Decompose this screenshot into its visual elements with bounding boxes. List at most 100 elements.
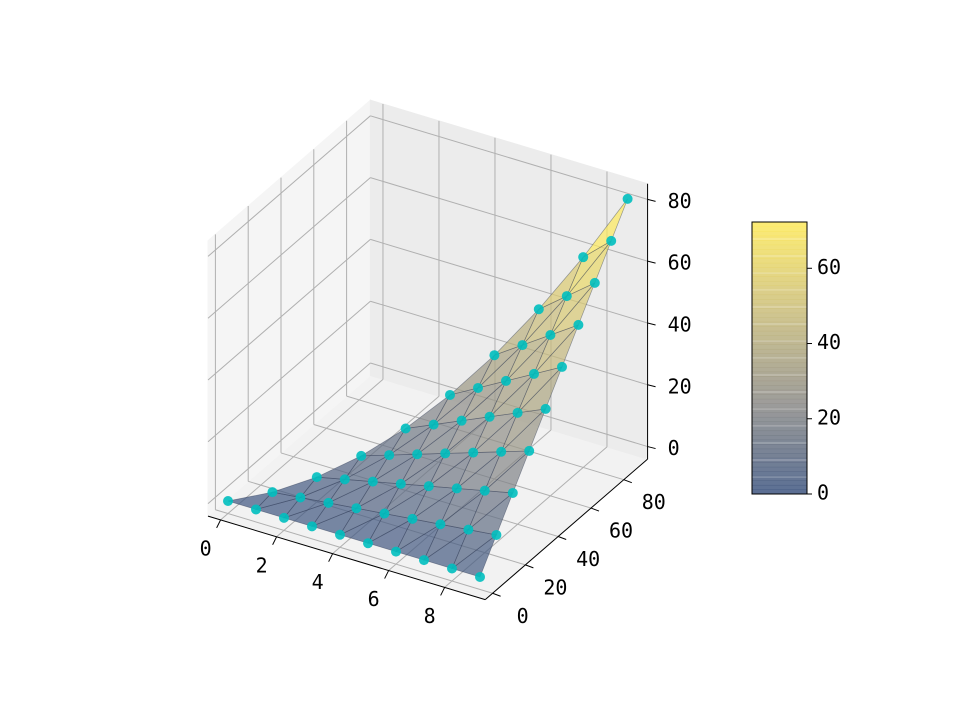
x-tick-label: 0 bbox=[200, 536, 212, 560]
z-tick-label: 60 bbox=[668, 251, 692, 275]
data-point bbox=[524, 445, 535, 456]
tick-mark bbox=[216, 519, 222, 529]
colorbar-segment bbox=[752, 480, 807, 486]
colorbar-segment bbox=[752, 376, 807, 382]
data-point bbox=[512, 407, 523, 418]
colorbar-segment bbox=[752, 385, 807, 391]
surface-triangle bbox=[400, 453, 447, 485]
colorbar-segment bbox=[752, 412, 807, 418]
data-point bbox=[267, 487, 278, 498]
data-point bbox=[440, 448, 451, 459]
colorbar-segment bbox=[752, 403, 807, 409]
data-point bbox=[323, 497, 334, 508]
data-point bbox=[363, 538, 373, 549]
colorbar-segment bbox=[752, 457, 807, 463]
data-point bbox=[307, 521, 317, 532]
surface-triangle bbox=[477, 344, 523, 389]
colorbar-segment bbox=[752, 448, 807, 454]
data-point bbox=[419, 555, 429, 566]
grid-line bbox=[207, 239, 371, 381]
colorbar-segment bbox=[752, 367, 807, 373]
x-tick-label: 8 bbox=[424, 604, 436, 628]
z-tick-label: 20 bbox=[668, 374, 692, 398]
z-tick-label: 0 bbox=[668, 436, 680, 460]
data-point bbox=[223, 496, 233, 506]
colorbar-tick-label: 40 bbox=[817, 330, 841, 354]
data-point bbox=[295, 492, 306, 503]
colorbar-segment bbox=[752, 222, 807, 228]
data-point bbox=[622, 193, 633, 204]
colorbar-segment bbox=[752, 262, 807, 268]
colorbar-segment bbox=[752, 330, 807, 336]
colorbar-tick-label: 20 bbox=[817, 405, 841, 429]
colorbar-tick-label: 60 bbox=[817, 255, 841, 279]
data-point bbox=[529, 368, 539, 379]
colorbar-segment bbox=[752, 317, 807, 323]
colorbar-segment bbox=[752, 475, 807, 481]
data-point bbox=[407, 513, 418, 524]
data-point bbox=[589, 277, 600, 288]
data-point bbox=[423, 481, 434, 492]
grid-line bbox=[207, 300, 371, 443]
data-point bbox=[545, 330, 556, 340]
data-point bbox=[428, 419, 439, 430]
tick-mark bbox=[590, 507, 600, 512]
colorbar-segment bbox=[752, 466, 807, 472]
surface-triangle bbox=[310, 507, 358, 536]
surface-triangle bbox=[416, 420, 463, 455]
data-point bbox=[435, 519, 446, 530]
colorbar-segment bbox=[752, 231, 807, 237]
colorbar-segment bbox=[752, 271, 807, 277]
colorbar-segment bbox=[752, 326, 807, 332]
grid-line bbox=[215, 509, 493, 594]
colorbar-segment bbox=[752, 226, 807, 232]
data-point bbox=[561, 291, 572, 302]
colorbar-segment bbox=[752, 416, 807, 422]
colorbar-segment bbox=[752, 484, 807, 490]
surface bbox=[227, 198, 628, 578]
data-point bbox=[507, 487, 518, 498]
tick-mark bbox=[440, 587, 446, 596]
grid-line bbox=[207, 115, 371, 257]
data-point bbox=[517, 340, 528, 351]
surface-triangle bbox=[432, 387, 479, 426]
data-point bbox=[533, 304, 544, 315]
data-point bbox=[573, 319, 584, 330]
x-tick-label: 4 bbox=[312, 570, 324, 594]
data-point bbox=[479, 485, 490, 496]
colorbar-segment bbox=[752, 394, 807, 400]
colorbar-segment bbox=[752, 339, 807, 345]
colorbar-segment bbox=[752, 299, 807, 305]
surface-triangle bbox=[404, 394, 451, 430]
data-point bbox=[391, 546, 401, 557]
colorbar-segment bbox=[752, 439, 807, 445]
data-point bbox=[367, 476, 378, 487]
grid-line bbox=[370, 115, 648, 200]
colorbar-segment bbox=[752, 426, 807, 432]
colorbar-segment bbox=[752, 380, 807, 386]
tick-mark bbox=[384, 570, 390, 579]
data-point bbox=[473, 382, 483, 393]
data-point bbox=[412, 449, 423, 460]
colorbar-segment bbox=[752, 240, 807, 246]
tick-mark bbox=[647, 384, 656, 388]
colorbar-segment bbox=[752, 348, 807, 354]
tick-mark bbox=[647, 260, 656, 264]
data-point bbox=[445, 389, 455, 400]
colorbar-tick-label: 0 bbox=[817, 481, 829, 505]
data-point bbox=[456, 415, 467, 426]
surface-triangle bbox=[254, 491, 301, 511]
surface-triangle bbox=[271, 476, 318, 498]
data-point bbox=[384, 450, 395, 461]
x-tick-label: 2 bbox=[256, 553, 268, 577]
data-point bbox=[475, 571, 485, 582]
colorbar-segment bbox=[752, 285, 807, 291]
x-tick-label: 6 bbox=[368, 587, 380, 611]
colorbar-segment bbox=[752, 389, 807, 395]
z-tick-label: 40 bbox=[668, 312, 692, 336]
colorbar-segment bbox=[752, 294, 807, 300]
data-point bbox=[463, 524, 474, 535]
data-point bbox=[451, 483, 462, 494]
colorbar-segment bbox=[752, 253, 807, 259]
colorbar-segment bbox=[752, 258, 807, 264]
